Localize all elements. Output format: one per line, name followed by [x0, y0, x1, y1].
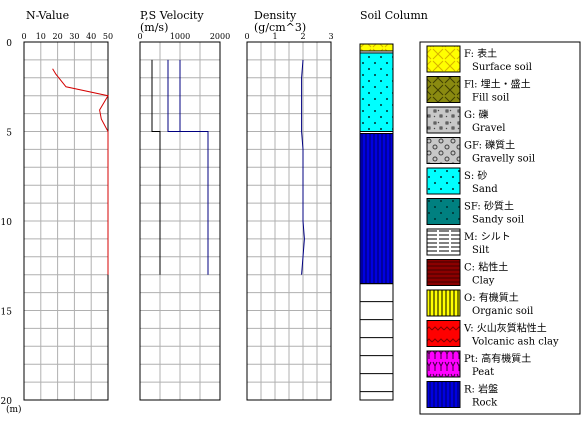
velocity-series-2	[151, 59, 161, 275]
soil-layer-F	[359, 43, 394, 52]
legend-swatch-GF	[426, 137, 461, 164]
depth-tick-label: 20	[1, 397, 13, 407]
legend-label-jp: M: シルト	[464, 232, 511, 243]
velocity-series-1	[167, 59, 209, 275]
legend-label-jp: C: 粘性土	[464, 261, 508, 274]
legend-swatch-C	[426, 259, 461, 286]
depth-tick-label: 0	[6, 39, 12, 49]
legend-label-jp: Fl: 埋土・盛土	[464, 78, 531, 91]
x-tick-label: 0	[21, 32, 26, 41]
x-tick-label: 2000	[210, 32, 230, 41]
depth-tick-label: 15	[1, 308, 13, 318]
legend-label-en: Surface soil	[472, 62, 532, 73]
soil-column-frame	[359, 43, 394, 401]
x-tick-label: 10	[36, 32, 46, 41]
x-tick-label: 30	[69, 32, 79, 41]
density-series-1	[301, 59, 305, 275]
panel-frame	[246, 41, 332, 401]
legend-label-en: Sand	[472, 184, 498, 195]
legend-label-jp: V: 火山灰質粘性土	[463, 322, 547, 335]
panel-3: 0 1 2 3	[244, 32, 334, 401]
legend-swatch-M	[426, 228, 461, 256]
x-tick-label: 20	[53, 32, 63, 41]
legend-swatch-G	[426, 106, 461, 134]
x-tick-label: 2	[300, 32, 305, 41]
x-tick-label: 1	[272, 32, 277, 41]
legend-label-en: Organic soil	[472, 306, 533, 317]
depth-tick-label: 10	[1, 218, 13, 228]
panel-2: 0 1000 2000	[137, 32, 230, 401]
nvalue-series-1	[52, 68, 109, 275]
depth-tick-label: 5	[6, 129, 12, 139]
x-tick-label: 40	[86, 32, 96, 41]
density-title: Density	[254, 9, 297, 22]
soil-column	[359, 43, 394, 401]
panel-1: 0 10 20 30 40 50	[21, 32, 113, 401]
legend-swatch-O	[426, 289, 461, 317]
velocity-unit: (m/s)	[140, 21, 168, 34]
legend-label-en: Sandy soil	[472, 215, 524, 226]
legend-label-jp: G: 礫	[464, 108, 489, 121]
legend-swatch-R	[426, 381, 461, 408]
legend-label-en: Peat	[472, 367, 494, 378]
legend-label-jp: GF: 礫質土	[464, 139, 515, 152]
x-tick-label: 50	[103, 32, 113, 41]
nvalue-title: N-Value	[26, 9, 69, 22]
legend-label-en: Volcanic ash clay	[471, 337, 559, 348]
legend-swatch-Pt	[426, 350, 461, 378]
legend-label-jp: O: 有機質土	[464, 291, 519, 304]
legend-label-jp: Pt: 高有機質土	[464, 352, 531, 365]
legend-label-en: Clay	[472, 276, 495, 287]
legend-swatch-S	[426, 167, 461, 195]
x-tick-label: 1000	[170, 32, 190, 41]
legend-label-en: Gravel	[472, 123, 506, 134]
legend-swatch-V	[426, 320, 461, 347]
x-tick-label: 0	[244, 32, 249, 41]
legend: F: 表土 Surface soil Fl: 埋土・盛土 Fill soil G: 礫 G…	[419, 41, 581, 415]
panel-frame	[139, 41, 221, 401]
legend-label-en: Rock	[472, 398, 498, 409]
x-tick-label: 3	[328, 32, 333, 41]
velocity-title: P,S Velocity	[140, 9, 204, 22]
legend-swatch-Fl	[426, 76, 461, 103]
legend-label-jp: R: 岩盤	[464, 383, 498, 396]
legend-label-jp: F: 表土	[464, 47, 497, 60]
legend-swatch-F	[426, 45, 461, 73]
x-tick-label: 0	[137, 32, 142, 41]
soil-column-title: Soil Column	[360, 9, 428, 22]
depth-unit: (m)	[6, 404, 22, 415]
soil-layer-R	[359, 133, 394, 285]
legend-label-jp: SF: 砂質土	[464, 200, 514, 213]
legend-label-en: Silt	[472, 245, 489, 256]
density-unit: (g/cm^3)	[254, 21, 306, 34]
legend-swatch-SF	[426, 198, 461, 225]
soil-layer-S	[359, 52, 394, 133]
legend-label-en: Fill soil	[472, 93, 509, 104]
legend-label-en: Gravelly soil	[472, 154, 535, 165]
legend-label-jp: S: 砂	[464, 169, 487, 182]
